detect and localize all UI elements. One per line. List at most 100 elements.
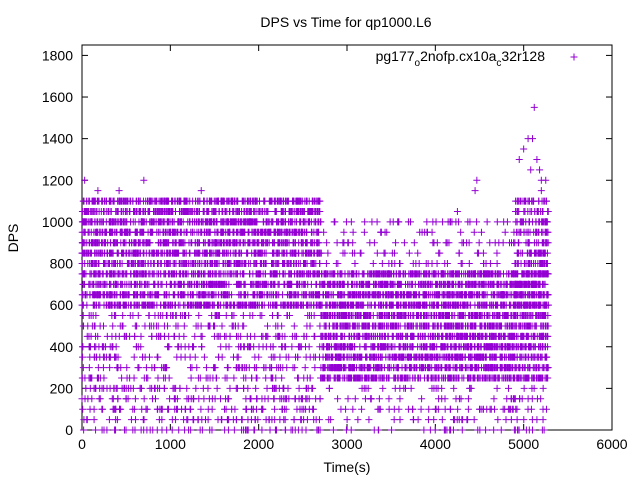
- data-point: [195, 312, 203, 320]
- data-point: [92, 343, 100, 351]
- data-point: [175, 218, 183, 226]
- data-point: [136, 228, 144, 236]
- data-point: [280, 301, 288, 309]
- data-point: [267, 280, 275, 288]
- x-tick-label: 5000: [508, 436, 539, 452]
- data-point: [333, 239, 341, 247]
- data-point: [315, 207, 323, 215]
- x-tick-label: 6000: [596, 436, 627, 452]
- data-point: [226, 384, 234, 392]
- data-point: [267, 343, 275, 351]
- x-tick-label: 2000: [243, 436, 274, 452]
- data-point: [273, 426, 281, 434]
- data-point: [312, 260, 320, 268]
- data-point: [200, 353, 208, 361]
- data-point: [257, 291, 265, 299]
- data-point: [490, 395, 498, 403]
- data-point: [183, 384, 191, 392]
- data-point: [94, 364, 102, 372]
- data-point: [206, 374, 214, 382]
- data-point: [239, 197, 247, 205]
- data-point: [297, 343, 305, 351]
- data-point: [118, 374, 126, 382]
- data-point: [109, 228, 117, 236]
- x-tick-label: 0: [78, 436, 86, 452]
- data-point: [253, 374, 261, 382]
- data-point: [252, 384, 260, 392]
- data-point: [192, 197, 200, 205]
- data-point: [98, 405, 106, 413]
- data-points: [78, 103, 552, 434]
- data-point: [181, 239, 189, 247]
- data-point: [127, 301, 135, 309]
- data-point: [278, 343, 286, 351]
- data-point: [193, 364, 201, 372]
- data-point: [295, 384, 303, 392]
- data-point: [163, 291, 171, 299]
- data-point: [270, 395, 278, 403]
- data-point: [168, 280, 176, 288]
- data-point: [206, 270, 214, 278]
- data-point: [136, 207, 144, 215]
- data-point: [291, 395, 299, 403]
- data-point: [239, 312, 247, 320]
- data-point: [215, 249, 223, 257]
- data-point: [228, 197, 236, 205]
- data-point: [272, 322, 280, 330]
- data-point: [351, 395, 359, 403]
- data-point: [108, 343, 116, 351]
- data-point: [105, 416, 113, 424]
- data-point: [229, 207, 237, 215]
- data-point: [109, 322, 117, 330]
- data-point: [85, 343, 93, 351]
- data-point: [254, 416, 262, 424]
- data-point: [246, 239, 254, 247]
- data-point: [154, 260, 162, 268]
- data-point: [81, 207, 89, 215]
- data-point: [79, 353, 87, 361]
- data-point: [245, 301, 253, 309]
- data-point: [100, 426, 108, 434]
- y-tick-label: 1600: [42, 89, 73, 105]
- data-point: [87, 374, 95, 382]
- data-point: [117, 228, 125, 236]
- data-point: [175, 249, 183, 257]
- data-point: [102, 260, 110, 268]
- data-point: [470, 228, 478, 236]
- data-point: [247, 343, 255, 351]
- data-point: [162, 270, 170, 278]
- data-point: [88, 280, 96, 288]
- data-point: [118, 291, 126, 299]
- data-point: [197, 332, 205, 340]
- data-point: [293, 228, 301, 236]
- data-point: [124, 395, 132, 403]
- data-point: [134, 364, 142, 372]
- data-point: [458, 426, 466, 434]
- data-point: [197, 322, 205, 330]
- data-point: [242, 405, 250, 413]
- data-point: [286, 301, 294, 309]
- data-point: [125, 291, 133, 299]
- data-point: [218, 322, 226, 330]
- data-point: [154, 280, 162, 288]
- y-tick-label: 1000: [42, 214, 73, 230]
- data-point: [140, 416, 148, 424]
- data-point: [155, 249, 163, 257]
- data-point: [238, 260, 246, 268]
- data-point: [200, 197, 208, 205]
- data-point: [314, 239, 322, 247]
- y-tick-label: 800: [50, 256, 74, 272]
- data-point: [107, 197, 115, 205]
- data-point: [99, 343, 107, 351]
- data-point: [114, 364, 122, 372]
- data-point: [311, 364, 319, 372]
- data-point: [198, 426, 206, 434]
- data-point: [236, 364, 244, 372]
- data-point: [206, 260, 214, 268]
- data-point: [238, 207, 246, 215]
- data-point: [152, 322, 160, 330]
- data-point: [307, 207, 315, 215]
- data-point: [172, 239, 180, 247]
- data-point: [189, 260, 197, 268]
- data-point: [237, 249, 245, 257]
